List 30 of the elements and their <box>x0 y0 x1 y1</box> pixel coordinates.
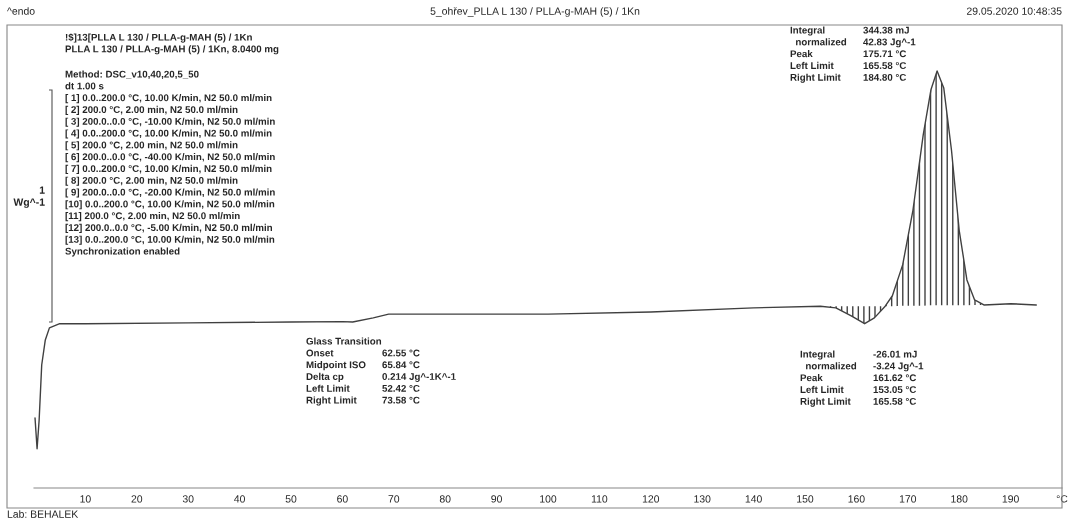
x-tick-label: 140 <box>745 495 762 503</box>
x-tick-label: 30 <box>182 495 194 503</box>
x-tick-label: 170 <box>899 495 917 503</box>
text: Glass Transition Onset 62.55 °C Midpoint ISO 65.84 °C Delta cp 0.214 Jg^-1K^-1 Left Limit 52.42 °C Right Limit 73.58 °C <box>306 337 456 406</box>
text: Method: DSC_v10,40,20,5_50 dt 1.00 s [ 1] 0.0..200.0 °C, 10.00 K/min, N2 50.0 ml/min [ 2] 200.0 °C, 2.00 min, N2 50.0 ml/min [ 3] 200.0..0.0 °C, -10.00 K/min, N2 50.0 ml/min [ 4] 0.0..200.0 °C, 10.00 K/min, N2 50.0 ml/min [ 5] 200.0 °C, 2.00 min, N2 50.0 ml/min [ 6] 200.0..0.0 °C, -40.00 K/min, N2 50.0 ml/min [ 7] 0.0..200.0 °C, 10.00 K/min, N2 50.0 ml/min [ 8] 200.0 °C, 2.00 min, N2 50.0 ml/min [ 9] 200.0..0.0 °C, -20.00 K/min, N2 50.0 ml/min [10] 0.0..200.0 °C, 10.00 K/min, N2 50.0 ml/min [11] 200.0 °C, 2.00 min, N2 50.0 ml/min [12] 200.0..0.0 °C, -5.00 K/min, N2 50.0 ml/min [13] 0.0..200.0 °C, 10.00 K/min, N2 50.0 ml/min Synchronization enabled <box>65 70 275 257</box>
x-tick-label: 110 <box>591 495 608 503</box>
x-tick-label: 70 <box>388 495 400 503</box>
text: 29.05.2020 10:48:35 <box>966 7 1062 15</box>
x-tick-label: 160 <box>848 495 865 503</box>
x-tick-label: 130 <box>694 495 711 503</box>
x-tick-label: 120 <box>642 495 660 503</box>
x-tick-label: 20 <box>131 495 143 503</box>
text: ^endo <box>7 7 35 15</box>
x-tick-label: 100 <box>540 495 557 503</box>
x-tick-label: 40 <box>234 495 245 503</box>
y-axis-title: 1 Wg^-1 <box>13 186 45 208</box>
text: !$]13[PLLA L 130 / PLLA-g-MAH (5) / 1Kn PLLA L 130 / PLLA-g-MAH (5) / 1Kn, 8.0400 mg <box>65 33 279 55</box>
x-tick-label: 50 <box>285 495 297 503</box>
x-tick-label: 80 <box>439 495 451 503</box>
text: Integral 344.38 mJ normalized 42.83 Jg^-1 Peak 175.71 °C Left Limit 165.58 °C Right Limit 184.80 °C <box>790 26 916 83</box>
x-tick-label: 190 <box>1002 495 1019 503</box>
chart-title: 5_ohřev_PLLA L 130 / PLLA-g-MAH (5) / 1Kn <box>430 7 640 17</box>
text: Lab: BEHALEK <box>7 510 79 518</box>
x-tick-label: 10 <box>80 495 91 503</box>
x-tick-label: 150 <box>797 495 814 503</box>
x-tick-label: 60 <box>337 495 348 503</box>
x-tick-label: 180 <box>951 495 968 503</box>
text: Integral -26.01 mJ normalized -3.24 Jg^-1 Peak 161.62 °C Left Limit 153.05 °C Right Limit 165.58 °C <box>800 350 924 407</box>
x-tick-label: °C <box>1056 495 1068 503</box>
x-tick-label: 90 <box>491 495 502 503</box>
